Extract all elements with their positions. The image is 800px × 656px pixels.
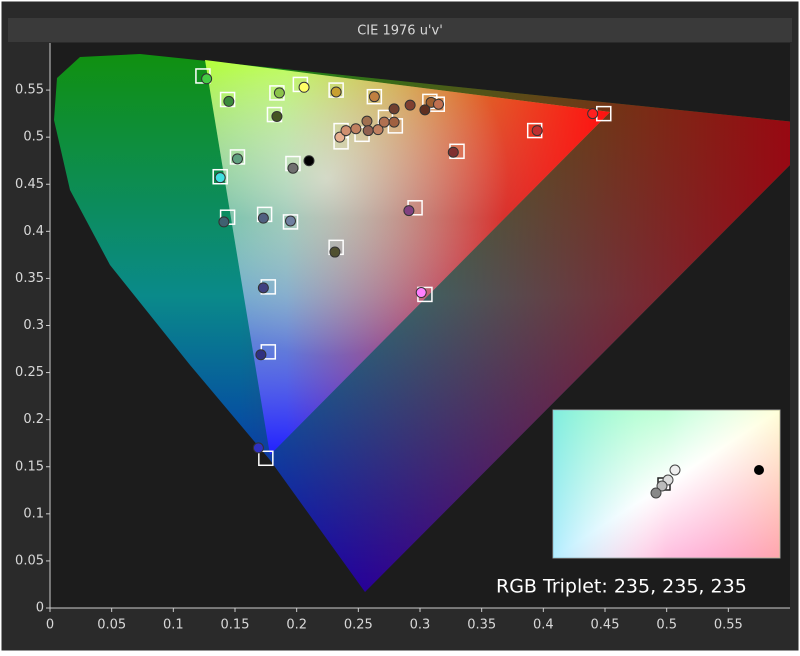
x-tick-label: 0.35 <box>467 618 496 633</box>
measured-point <box>255 349 267 361</box>
target-square <box>258 450 274 467</box>
x-tick-label: 0.25 <box>344 618 373 633</box>
inset-point <box>650 487 662 499</box>
annotation-box <box>490 570 786 602</box>
measured-point <box>378 116 390 128</box>
y-tick-label: 0.05 <box>15 553 44 568</box>
measured-point <box>388 116 400 128</box>
measured-point <box>404 99 416 111</box>
measured-point <box>330 86 342 98</box>
measured-point <box>415 287 427 299</box>
x-tick-label: 0.5 <box>656 618 677 633</box>
y-tick-label: 0.5 <box>23 130 44 145</box>
y-tick-label: 0.55 <box>15 83 44 98</box>
target-square <box>212 168 228 185</box>
measured-point <box>271 110 283 122</box>
y-tick-label: 0.4 <box>23 224 44 239</box>
measured-point <box>361 115 373 127</box>
measured-point <box>303 155 315 167</box>
measured-point <box>218 216 230 228</box>
target-square <box>366 88 383 105</box>
y-tick-label: 0.35 <box>15 271 44 286</box>
inset <box>552 409 781 559</box>
measured-point <box>285 215 296 227</box>
y-tick-label: 0.15 <box>15 459 44 474</box>
measured-point <box>350 123 362 135</box>
y-tick-label: 0.3 <box>23 318 44 333</box>
y-tick-label: 0.2 <box>23 412 44 427</box>
measured-point <box>257 212 269 224</box>
measured-point <box>419 104 431 116</box>
measured-point <box>298 81 310 93</box>
measured-point <box>531 125 543 137</box>
measured-point <box>201 73 213 85</box>
x-tick-label: 0.3 <box>410 618 431 633</box>
annotation: RGB Triplet: 235, 235, 235 <box>496 576 747 598</box>
measured-point <box>403 205 415 217</box>
measured-point <box>587 108 599 120</box>
measured-point <box>433 98 444 110</box>
measured-point <box>340 125 352 137</box>
measured-point <box>287 162 299 174</box>
measured-point <box>388 103 400 115</box>
inset-point <box>669 464 681 476</box>
measured-point <box>273 87 285 99</box>
title-bar <box>8 18 792 42</box>
target-square <box>282 214 299 230</box>
x-tick-label: 0.45 <box>591 618 620 633</box>
x-tick-label: 0.15 <box>221 618 250 633</box>
y-tick-label: 0.25 <box>15 365 44 380</box>
measured-point <box>447 146 459 158</box>
measured-point <box>329 246 341 258</box>
measured-point <box>214 172 226 184</box>
inset-point <box>754 465 764 475</box>
marks <box>195 68 612 467</box>
measured-point <box>252 442 264 454</box>
y-tick-label: 0 <box>36 601 44 616</box>
x-tick-label: 0.2 <box>286 618 307 633</box>
inset-point <box>656 480 668 492</box>
x-tick-label: 0.05 <box>97 618 126 633</box>
measured-point <box>362 125 374 137</box>
chart-title: CIE 1976 u'v' <box>357 24 443 39</box>
measured-point <box>372 124 384 136</box>
measured-point <box>257 282 269 294</box>
x-tick-label: 0.1 <box>163 618 184 633</box>
y-tick-label: 0.45 <box>15 177 44 192</box>
measured-point <box>223 95 235 107</box>
y-tick-label: 0.1 <box>23 506 44 521</box>
x-tick-label: 0.4 <box>533 618 554 633</box>
measured-point <box>231 153 243 165</box>
x-tick-label: 0 <box>46 618 54 633</box>
x-tick-label: 0.55 <box>714 618 743 633</box>
measured-point <box>368 91 380 103</box>
